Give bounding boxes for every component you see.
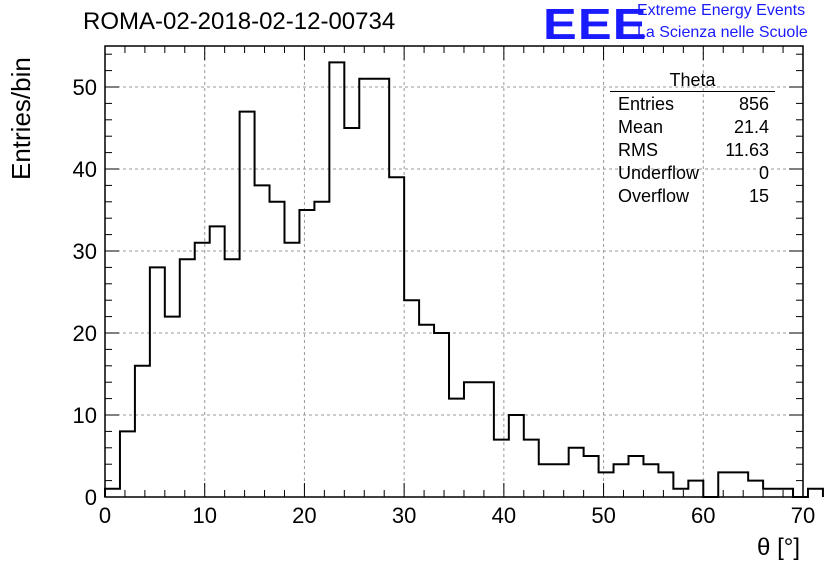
stats-label: RMS — [618, 140, 658, 160]
stats-value: 0 — [758, 163, 769, 183]
stats-value: 11.63 — [725, 140, 769, 160]
stats-label: Mean — [618, 117, 664, 137]
plot-frame — [104, 45, 804, 498]
x-tick-label: 30 — [392, 503, 416, 528]
histogram-line — [104, 61, 824, 498]
logo-line-1: Extreme Energy Events — [637, 2, 806, 19]
stats-row-rms: RMS 11.63 — [610, 140, 775, 163]
y-tick-label: 50 — [73, 75, 97, 100]
stats-label: Overflow — [618, 186, 690, 206]
stats-label: Entries — [618, 94, 675, 114]
x-tick-label: 50 — [591, 503, 615, 528]
x-tick-label: 0 — [99, 503, 111, 528]
x-tick-label: 10 — [192, 503, 216, 528]
stats-row-entries: Entries 856 — [610, 94, 775, 117]
stats-box: Theta Entries 856 Mean 21.4 RMS 11.63 Un… — [610, 70, 775, 209]
x-tick-label: 70 — [791, 503, 815, 528]
y-tick-label: 40 — [73, 157, 97, 182]
x-tick-label: 60 — [691, 503, 715, 528]
stats-value: 15 — [748, 186, 769, 206]
x-axis-label: θ [°] — [757, 534, 800, 561]
stats-row-overflow: Overflow 15 — [610, 186, 775, 209]
y-tick-label: 10 — [73, 403, 97, 428]
stats-label: Underflow — [618, 163, 700, 183]
grid-lines — [105, 46, 803, 497]
y-tick-label: 0 — [85, 485, 97, 510]
y-axis-label: Entries/bin — [6, 57, 36, 180]
x-tick-label: 20 — [292, 503, 316, 528]
logo-line-2: La Scienza nelle Scuole — [637, 24, 808, 41]
y-tick-label: 30 — [73, 239, 97, 264]
stats-value: 21.4 — [733, 117, 769, 137]
eee-logo: EEE — [543, 0, 648, 49]
stats-title: Theta — [610, 70, 775, 92]
stats-row-mean: Mean 21.4 — [610, 117, 775, 140]
stats-row-underflow: Underflow 0 — [610, 163, 775, 186]
tick-labels: 0 10 20 30 40 50 60 70 0 10 20 30 40 50 — [73, 75, 816, 528]
chart-title: ROMA-02-2018-02-12-00734 — [83, 8, 396, 35]
stats-value: 856 — [738, 94, 769, 114]
y-tick-label: 20 — [73, 321, 97, 346]
x-tick-label: 40 — [492, 503, 516, 528]
